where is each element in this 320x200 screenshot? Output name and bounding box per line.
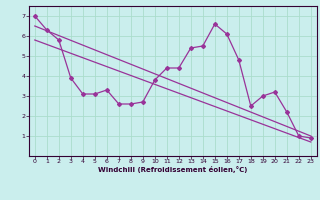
X-axis label: Windchill (Refroidissement éolien,°C): Windchill (Refroidissement éolien,°C) [98,166,247,173]
